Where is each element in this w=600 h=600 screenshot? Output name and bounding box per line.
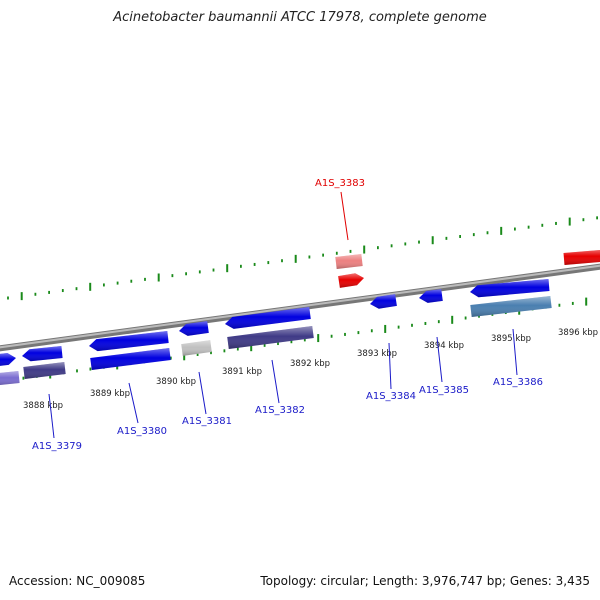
gene-labels-layer: A1S_3379 A1S_3380 A1S_3381 A1S_3382 A1S_3383… xyxy=(32,178,543,452)
map-title: Acinetobacter baumannii ATCC 17978, comp… xyxy=(113,10,487,25)
feature-a1s-3380-secondary[interactable] xyxy=(90,348,171,370)
gene-feature-a1s-3378[interactable] xyxy=(0,353,16,367)
gene-label-a1s-3382[interactable]: A1S_3382 xyxy=(255,405,305,416)
scale-label: 3888 kbp xyxy=(23,401,63,411)
leader-line-a1s-3380 xyxy=(128,382,139,424)
gene-label-a1s-3384[interactable]: A1S_3384 xyxy=(366,391,416,402)
outer-tick-ring xyxy=(7,216,598,301)
gene-feature-a1s-3380[interactable] xyxy=(89,331,169,352)
scale-label: 3896 kbp xyxy=(558,328,598,338)
genome-backbone xyxy=(0,263,600,352)
gene-label-a1s-3383[interactable]: A1S_3383 xyxy=(315,178,365,189)
scale-label: 3894 kbp xyxy=(424,341,464,351)
gene-label-a1s-3381[interactable]: A1S_3381 xyxy=(182,416,232,427)
feature-a1s-3382-secondary[interactable] xyxy=(227,326,314,349)
feature-a1s-3386-secondary[interactable] xyxy=(470,296,552,317)
leader-line-a1s-3382 xyxy=(271,359,280,404)
genome-summary-text: Topology: circular; Length: 3,976,747 bp… xyxy=(260,574,590,588)
scale-label: 3890 kbp xyxy=(156,377,196,387)
feature-a1s-3381-secondary[interactable] xyxy=(181,340,212,356)
gene-feature-a1s-3384[interactable] xyxy=(370,294,397,309)
feature-a1s-3379-secondary[interactable] xyxy=(23,362,66,379)
gene-label-a1s-3386[interactable]: A1S_3386 xyxy=(493,377,543,388)
gene-feature-a1s-3383-highlight[interactable] xyxy=(335,254,363,269)
features-layer xyxy=(0,249,600,386)
gene-feature-a1s-3383[interactable] xyxy=(338,273,364,288)
leader-line-a1s-3383 xyxy=(340,191,349,241)
gene-feature-a1s-3386[interactable] xyxy=(470,279,550,298)
scale-label: 3892 kbp xyxy=(290,359,330,369)
scale-labels-layer: 3888 kbp 3889 kbp 3890 kbp 3891 kbp 3892 kbp… xyxy=(23,328,598,411)
feature-lavender[interactable] xyxy=(0,371,20,386)
gene-feature-a1s-3379[interactable] xyxy=(22,346,63,362)
gene-label-a1s-3385[interactable]: A1S_3385 xyxy=(419,385,469,396)
leader-line-a1s-3384 xyxy=(388,342,392,390)
scale-label: 3895 kbp xyxy=(491,334,531,344)
gene-label-a1s-3380[interactable]: A1S_3380 xyxy=(117,426,167,437)
gene-feature-a1s-3382[interactable] xyxy=(225,307,311,329)
leader-line-a1s-3381 xyxy=(198,371,207,415)
scale-label: 3889 kbp xyxy=(90,389,130,399)
gene-feature-a1s-3385[interactable] xyxy=(419,289,443,303)
gene-label-a1s-3379[interactable]: A1S_3379 xyxy=(32,441,82,452)
gene-feature-right-edge[interactable] xyxy=(563,249,600,265)
leader-line-a1s-3386 xyxy=(512,328,518,376)
accession-text: Accession: NC_009085 xyxy=(9,574,146,588)
leader-line-a1s-3385 xyxy=(436,336,443,383)
scale-label: 3893 kbp xyxy=(357,349,397,359)
scale-label: 3891 kbp xyxy=(222,367,262,377)
leader-line-a1s-3379 xyxy=(48,393,55,439)
gene-feature-a1s-3381[interactable] xyxy=(179,321,209,336)
